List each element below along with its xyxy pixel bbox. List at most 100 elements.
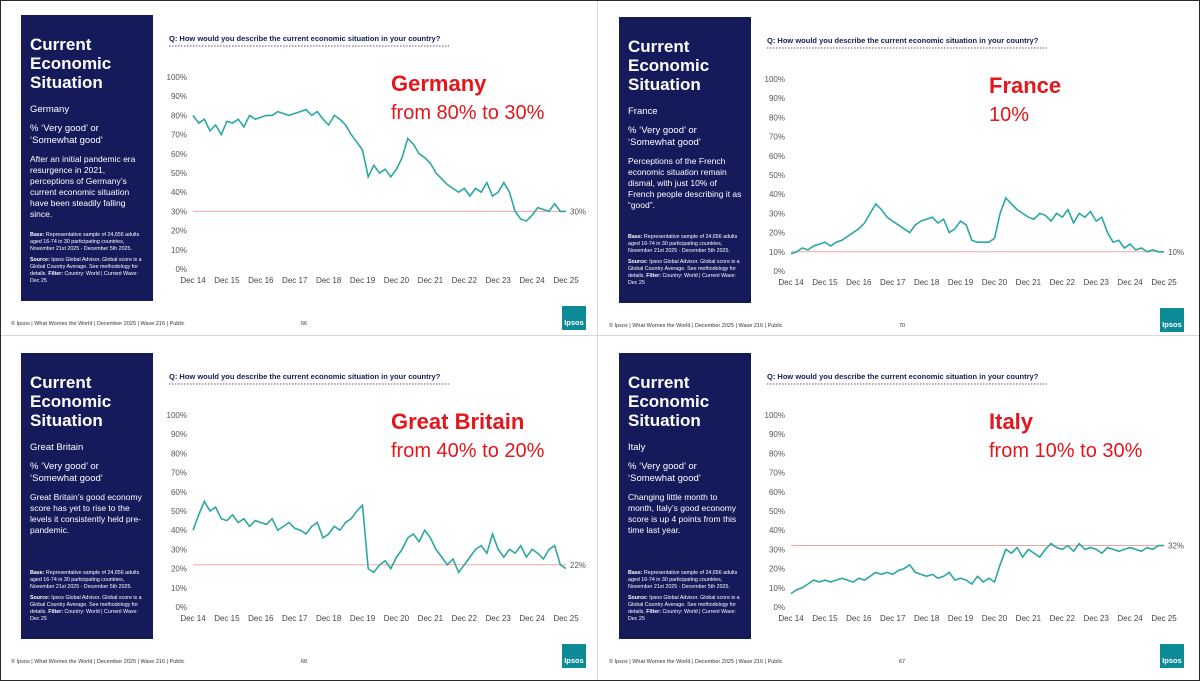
y-tick-label: 100% xyxy=(765,411,785,420)
country: Italy xyxy=(628,442,646,453)
page-number: 70 xyxy=(899,323,906,329)
x-tick-label: Dec 21 xyxy=(1016,614,1042,623)
x-tick-label: Dec 25 xyxy=(553,276,579,285)
x-tick-label: Dec 18 xyxy=(316,614,342,623)
base-label: Base: xyxy=(30,570,45,576)
sidebar-heading: Current Economic Situation xyxy=(30,35,112,92)
x-tick-label: Dec 20 xyxy=(982,278,1008,287)
country: Germany xyxy=(30,104,70,115)
footer: © Ipsos | What Worries the World | Decem… xyxy=(11,321,185,327)
x-tick-label: Dec 17 xyxy=(282,614,308,623)
sidebar: Current Economic Situation Italy % ‘Very g… xyxy=(619,353,751,639)
end-label: 30% xyxy=(570,207,586,216)
y-tick-label: 90% xyxy=(171,92,187,101)
y-tick-label: 70% xyxy=(769,133,785,142)
data-line xyxy=(192,499,567,574)
filter-text: Country: World | Current Wave: Dec 25 xyxy=(628,273,736,286)
x-tick-label: Dec 22 xyxy=(1050,278,1076,287)
base-note: Base: Representative sample of 24,656 ad… xyxy=(30,232,147,253)
separator xyxy=(1,335,1199,336)
y-tick-label: 10% xyxy=(171,584,187,593)
separator xyxy=(597,1,598,680)
sidebar-heading: Current Economic Situation xyxy=(628,373,710,430)
base-text: Representative sample of 24,656 adults a… xyxy=(628,234,738,254)
y-tick-label: 20% xyxy=(769,565,785,574)
source-note: Source: Ipsos Global Advisor. Global sco… xyxy=(628,259,745,287)
base-note: Base: Representative sample of 24,656 ad… xyxy=(30,570,147,591)
x-tick-label: Dec 14 xyxy=(778,278,804,287)
x-tick-label: Dec 21 xyxy=(1016,278,1042,287)
chart: Q: How would you describe the current ec… xyxy=(167,372,586,623)
annotation: Italy xyxy=(989,409,1034,434)
y-tick-label: 60% xyxy=(769,152,785,161)
x-tick-label: Dec 17 xyxy=(282,276,308,285)
y-tick-label: 20% xyxy=(171,565,187,574)
slide: Current Economic Situation Great Britain%… xyxy=(1,339,596,669)
base-label: Base: xyxy=(30,232,45,238)
source-label: Source: xyxy=(30,257,50,263)
y-tick-label: 30% xyxy=(769,545,785,554)
measure: % ‘Very good’ or ‘Somewhat good’ xyxy=(628,125,701,148)
annotation: from 80% to 30% xyxy=(391,102,545,124)
x-tick-label: Dec 18 xyxy=(316,276,342,285)
y-tick-label: 10% xyxy=(171,246,187,255)
x-tick-label: Dec 25 xyxy=(1151,614,1177,623)
logo: Ipsos xyxy=(1160,644,1184,668)
x-tick-label: Dec 24 xyxy=(519,276,545,285)
footer: © Ipsos | What Worries the World | Decem… xyxy=(609,323,783,329)
x-tick-label: Dec 14 xyxy=(180,276,206,285)
page-number: 67 xyxy=(899,659,906,665)
x-tick-label: Dec 20 xyxy=(982,614,1008,623)
x-tick-label: Dec 18 xyxy=(914,278,940,287)
end-label: 10% xyxy=(1168,248,1184,257)
y-tick-label: 80% xyxy=(171,449,187,458)
footer: © Ipsos | What Worries the World | Decem… xyxy=(609,659,783,665)
page-number: 68 xyxy=(301,659,308,665)
x-tick-label: Dec 16 xyxy=(846,614,872,623)
fine-print: Base: Representative sample of 24,656 ad… xyxy=(628,570,745,623)
y-tick-label: 100% xyxy=(167,73,187,82)
x-tick-label: Dec 23 xyxy=(486,276,512,285)
x-tick-label: Dec 14 xyxy=(180,614,206,623)
x-tick-label: Dec 21 xyxy=(418,614,444,623)
chart-title: Q: How would you describe the current ec… xyxy=(767,36,1039,45)
source-text: Ipsos Global Advisor. Global score is a … xyxy=(30,257,142,277)
filter-text: Country: World | Current Wave: Dec 25 xyxy=(30,271,138,284)
filter-label: Filter: xyxy=(48,609,63,615)
base-text: Representative sample of 24,656 adults a… xyxy=(628,570,738,590)
logo: Ipsos xyxy=(562,306,586,330)
y-tick-label: 40% xyxy=(769,526,785,535)
y-tick-label: 50% xyxy=(171,169,187,178)
x-tick-label: Dec 19 xyxy=(948,278,974,287)
filter-label: Filter: xyxy=(48,271,63,277)
y-tick-label: 50% xyxy=(769,507,785,516)
y-tick-label: 30% xyxy=(769,209,785,218)
source-text: Ipsos Global Advisor. Global score is a … xyxy=(30,595,142,615)
data-line xyxy=(192,108,566,222)
annotation: Great Britain xyxy=(391,409,524,434)
source-note: Source: Ipsos Global Advisor. Global sco… xyxy=(30,595,147,623)
y-tick-label: 60% xyxy=(171,150,187,159)
x-tick-label: Dec 17 xyxy=(880,278,906,287)
chart-title: Q: How would you describe the current ec… xyxy=(169,34,441,43)
x-tick-label: Dec 24 xyxy=(1117,614,1143,623)
y-tick-label: 20% xyxy=(769,229,785,238)
x-tick-label: Dec 22 xyxy=(452,614,478,623)
y-tick-label: 90% xyxy=(769,430,785,439)
y-tick-label: 40% xyxy=(171,526,187,535)
y-tick-label: 20% xyxy=(171,227,187,236)
y-tick-label: 80% xyxy=(769,449,785,458)
y-tick-label: 0% xyxy=(175,265,187,274)
data-line xyxy=(790,542,1164,595)
y-tick-label: 40% xyxy=(171,188,187,197)
source-text: Ipsos Global Advisor. Global score is a … xyxy=(628,259,740,279)
y-tick-label: 90% xyxy=(171,430,187,439)
annotation: from 10% to 30% xyxy=(989,440,1143,462)
y-tick-label: 30% xyxy=(171,207,187,216)
base-text: Representative sample of 24,656 adults a… xyxy=(30,570,140,590)
x-tick-label: Dec 15 xyxy=(214,276,240,285)
logo: Ipsos xyxy=(562,644,586,668)
x-tick-label: Dec 19 xyxy=(948,614,974,623)
annotation: from 40% to 20% xyxy=(391,440,545,462)
